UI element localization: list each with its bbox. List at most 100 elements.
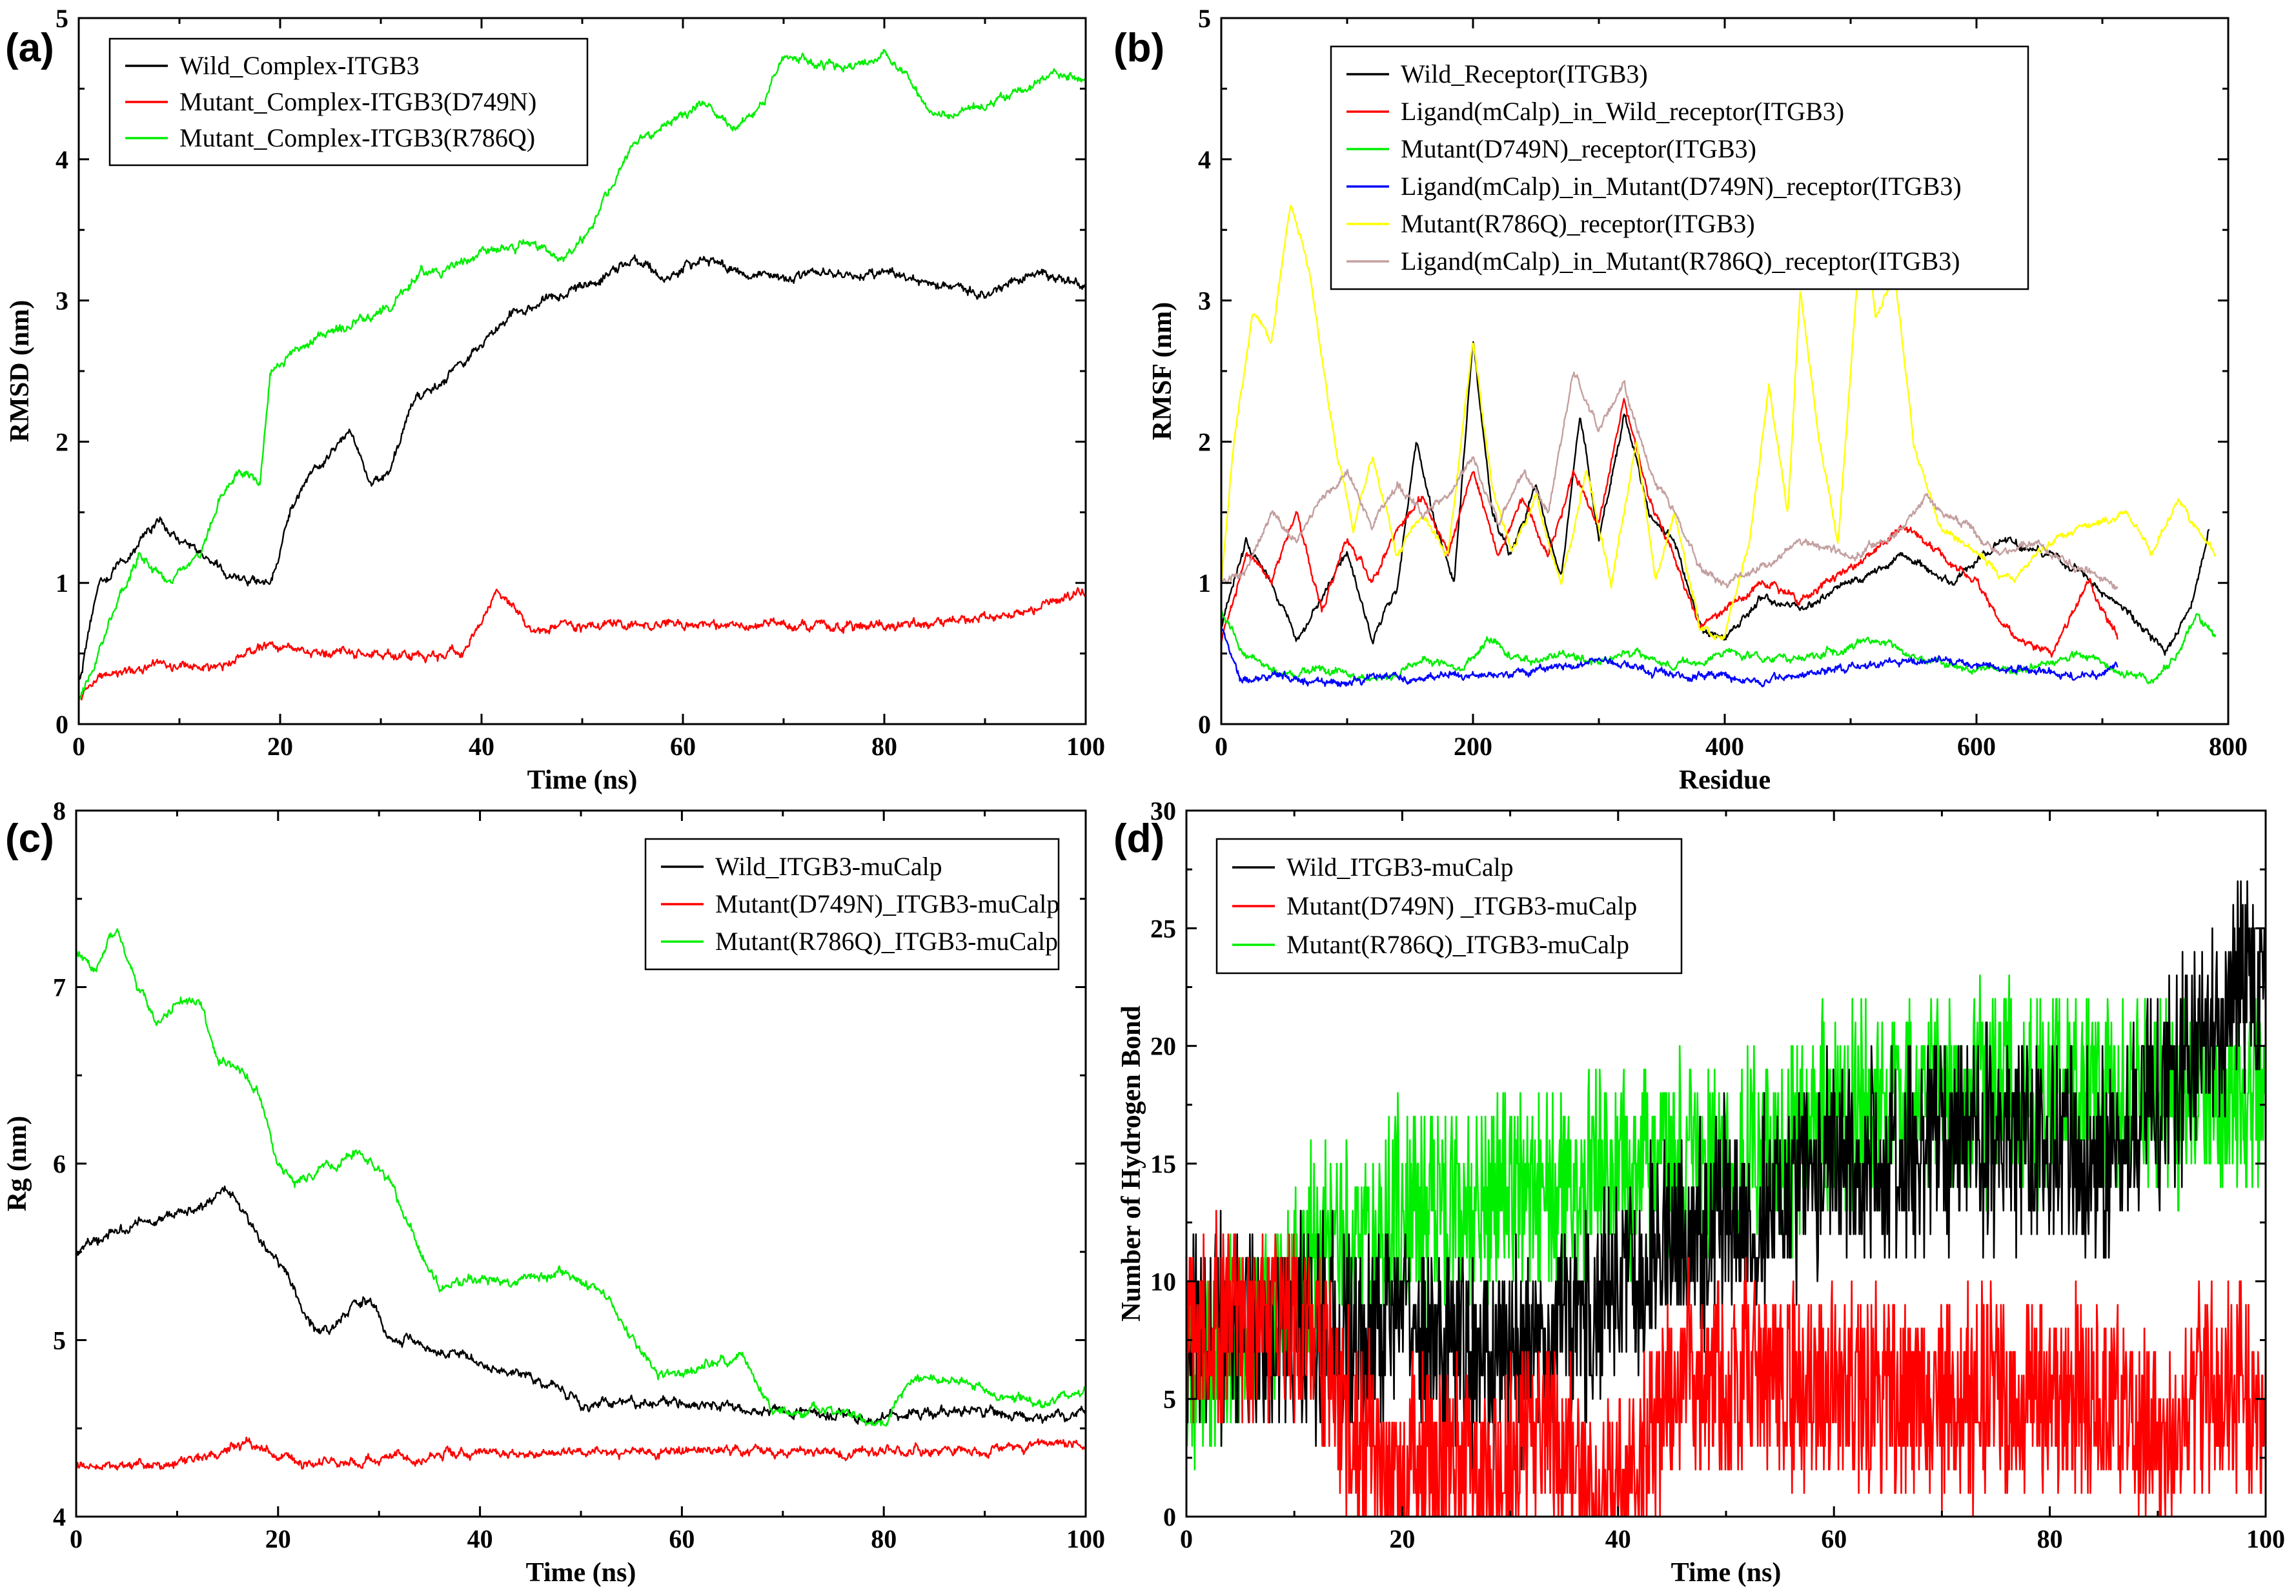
y-tick-label: 4 — [56, 145, 68, 174]
y-tick-label: 6 — [53, 1149, 66, 1178]
legend-label: Ligand(mCalp)_in_Wild_receptor(ITGB3) — [1401, 97, 1844, 126]
x-tick-label: 20 — [1389, 1524, 1415, 1553]
y-axis-label: Number of Hydrogen Bond — [1117, 1005, 1146, 1322]
y-tick-label: 2 — [1198, 427, 1211, 456]
series-line-3 — [79, 48, 1086, 700]
y-tick-label: 0 — [56, 710, 68, 739]
panel-c: 0 20 40 60 80 100 4 5 6 7 8 Time (ns) Rg (nm) Wild_IT… — [3, 796, 1105, 1588]
y-axis-label: RMSF (nm) — [1148, 302, 1177, 440]
series-line-2 — [76, 1436, 1086, 1471]
x-tick-label: 60 — [1821, 1524, 1847, 1553]
legend-label: Ligand(mCalp)_in_Mutant(R786Q)_receptor(… — [1401, 247, 1960, 276]
legend-box — [108, 37, 589, 167]
y-tick-label: 25 — [1150, 914, 1176, 943]
series-line-1 — [79, 254, 1086, 682]
x-tick-label: 80 — [2037, 1524, 2063, 1553]
x-tick-label: 80 — [871, 732, 897, 761]
x-axis-label: Time (ns) — [526, 1558, 636, 1588]
legend-box — [1215, 838, 1683, 975]
legend-label: Wild_Receptor(ITGB3) — [1401, 59, 1648, 88]
series-group — [76, 928, 1086, 1471]
y-tick-label: 5 — [56, 4, 68, 33]
series-group — [1221, 201, 2217, 688]
y-tick-label: 3 — [56, 287, 68, 316]
y-axis-label: RMSD (nm) — [5, 300, 35, 442]
series-line-1 — [76, 1185, 1086, 1426]
y-tick-label: 4 — [1198, 145, 1211, 174]
y-tick-label: 3 — [1198, 287, 1211, 316]
x-tick-label: 0 — [1215, 732, 1228, 761]
x-tick-label: 0 — [70, 1524, 83, 1553]
y-tick-label: 1 — [56, 569, 68, 598]
legend-label: Mutant_Complex-ITGB3(R786Q) — [179, 123, 535, 152]
panel-a: 0 20 40 60 80 100 0 1 2 3 4 5 Time (ns) RMSD (nm) Wild… — [5, 4, 1105, 795]
legend-label: Wild_Complex-ITGB3 — [179, 51, 420, 80]
y-tick-label: 10 — [1150, 1267, 1176, 1296]
x-tick-label: 600 — [1957, 732, 1996, 761]
x-axis-label: Time (ns) — [1671, 1558, 1782, 1588]
panel-label: (b) — [1113, 26, 1164, 70]
panel-d: 0 20 40 60 80 100 0 5 10 15 20 25 30 Time (ns) Number … — [1113, 796, 2285, 1588]
x-tick-label: 100 — [2246, 1524, 2285, 1553]
y-tick-label: 5 — [53, 1326, 66, 1355]
x-tick-label: 800 — [2209, 732, 2248, 761]
series-group — [1186, 880, 2266, 1517]
legend: Wild_Receptor(ITGB3) Ligand(mCalp)_in_Wil… — [1330, 45, 2029, 290]
panel-label: (d) — [1113, 816, 1164, 861]
x-tick-label: 40 — [467, 1524, 493, 1553]
x-tick-label: 60 — [669, 1524, 695, 1553]
x-axis-label: Time (ns) — [527, 765, 638, 795]
y-tick-label: 15 — [1150, 1149, 1176, 1178]
series-line-1 — [1221, 341, 2210, 656]
x-tick-label: 400 — [1705, 732, 1744, 761]
series-line-2 — [79, 587, 1086, 701]
y-tick-label: 5 — [1198, 4, 1211, 33]
x-tick-label: 200 — [1454, 732, 1492, 761]
x-tick-label: 0 — [72, 732, 85, 761]
y-tick-label: 7 — [53, 973, 66, 1002]
legend: Wild_ITGB3-muCalp Mutant(D749N)_ITGB3-muC… — [644, 838, 1060, 971]
legend-box — [644, 838, 1060, 971]
y-tick-label: 0 — [1163, 1502, 1176, 1531]
y-tick-label: 2 — [56, 427, 68, 456]
x-tick-label: 40 — [1605, 1524, 1631, 1553]
y-tick-label: 20 — [1150, 1032, 1176, 1061]
legend-label: Mutant(D749N)_ITGB3-muCalp — [715, 889, 1059, 918]
x-tick-label: 100 — [1066, 732, 1105, 761]
x-tick-label: 0 — [1180, 1524, 1193, 1553]
legend-label: Wild_ITGB3-muCalp — [1286, 853, 1514, 882]
series-line-5 — [1221, 201, 2217, 641]
legend-box — [1330, 45, 2029, 290]
series-line-1 — [1186, 880, 2266, 1471]
series-line-2 — [1186, 1209, 2266, 1517]
panel-b: 0 200 400 600 800 0 1 2 3 4 5 Residue RMSF (nm) Wild_… — [1113, 4, 2248, 795]
y-tick-label: 8 — [53, 796, 66, 825]
series-line-3 — [76, 928, 1086, 1427]
legend-label: Mutant(R786Q)_receptor(ITGB3) — [1401, 209, 1755, 238]
panel-label: (c) — [5, 816, 54, 861]
panel-label: (a) — [5, 26, 54, 70]
y-tick-label: 4 — [53, 1502, 66, 1531]
legend: Wild_ITGB3-muCalp Mutant(D749N) _ITGB3-mu… — [1215, 838, 1683, 975]
legend-label: Mutant(R786Q)_ITGB3-muCalp — [715, 927, 1058, 956]
x-tick-label: 100 — [1066, 1524, 1105, 1553]
x-tick-label: 20 — [265, 1524, 291, 1553]
legend-label: Mutant(D749N) _ITGB3-muCalp — [1286, 891, 1637, 920]
series-line-2 — [1221, 398, 2118, 658]
series-line-3 — [1221, 610, 2217, 685]
y-tick-label: 1 — [1198, 569, 1211, 598]
x-axis-label: Residue — [1679, 765, 1771, 795]
y-tick-label: 5 — [1163, 1385, 1176, 1414]
x-tick-label: 40 — [469, 732, 494, 761]
legend-label: Ligand(mCalp)_in_Mutant(D749N)_receptor(… — [1401, 172, 1962, 201]
y-tick-label: 0 — [1198, 710, 1211, 739]
y-axis-label: Rg (nm) — [3, 1116, 32, 1211]
legend-label: Mutant_Complex-ITGB3(D749N) — [179, 87, 536, 116]
series-line-4 — [1221, 627, 2118, 688]
x-tick-label: 80 — [871, 1524, 897, 1553]
legend-label: Wild_ITGB3-muCalp — [715, 852, 942, 881]
legend: Wild_Complex-ITGB3 Mutant_Complex-ITGB3(D… — [108, 37, 589, 167]
series-line-6 — [1221, 371, 2118, 591]
legend-label: Mutant(D749N)_receptor(ITGB3) — [1401, 134, 1756, 163]
